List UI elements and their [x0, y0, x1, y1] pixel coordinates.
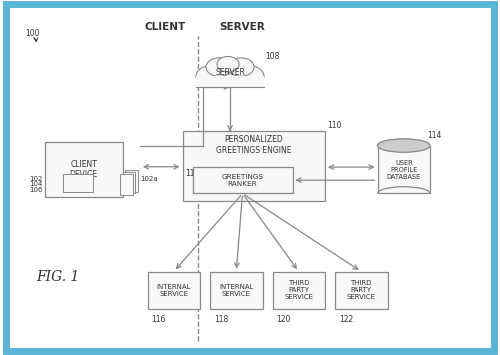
Text: THIRD
PARTY
SERVICE: THIRD PARTY SERVICE	[284, 280, 313, 300]
Text: 102a: 102a	[140, 176, 158, 182]
Text: 104: 104	[29, 181, 42, 187]
Text: 100: 100	[25, 29, 40, 38]
Ellipse shape	[378, 139, 430, 152]
FancyBboxPatch shape	[62, 174, 92, 192]
FancyBboxPatch shape	[45, 142, 122, 197]
Text: 106: 106	[29, 187, 42, 193]
Text: FIG. 1: FIG. 1	[36, 270, 79, 284]
Circle shape	[211, 60, 249, 87]
FancyBboxPatch shape	[6, 4, 494, 351]
Text: 120: 120	[276, 315, 291, 324]
FancyBboxPatch shape	[272, 272, 325, 309]
FancyBboxPatch shape	[148, 272, 200, 309]
FancyBboxPatch shape	[122, 172, 135, 193]
FancyBboxPatch shape	[182, 131, 325, 201]
Text: INTERNAL
SERVICE: INTERNAL SERVICE	[156, 284, 191, 297]
Text: USER
PROFILE
DATABASE: USER PROFILE DATABASE	[386, 159, 421, 180]
FancyBboxPatch shape	[378, 146, 430, 193]
Text: CLIENT
DEVICE: CLIENT DEVICE	[70, 160, 98, 179]
Text: INTERNAL
SERVICE: INTERNAL SERVICE	[219, 284, 254, 297]
FancyBboxPatch shape	[196, 76, 264, 87]
Circle shape	[206, 58, 232, 76]
Text: 108: 108	[265, 52, 280, 61]
Circle shape	[228, 58, 254, 76]
FancyBboxPatch shape	[125, 170, 138, 192]
Text: 114: 114	[428, 131, 442, 140]
Text: GREETINGS
RANKER: GREETINGS RANKER	[222, 174, 264, 187]
Text: 122: 122	[339, 315, 353, 324]
Text: PERSONALIZED
GREETINGS ENGINE: PERSONALIZED GREETINGS ENGINE	[216, 135, 292, 154]
Text: CLIENT: CLIENT	[144, 22, 186, 32]
Text: SERVER: SERVER	[220, 22, 266, 32]
Circle shape	[234, 66, 264, 87]
Circle shape	[217, 56, 239, 72]
FancyBboxPatch shape	[120, 174, 132, 195]
Text: THIRD
PARTY
SERVICE: THIRD PARTY SERVICE	[347, 280, 376, 300]
FancyBboxPatch shape	[335, 272, 388, 309]
Text: 112: 112	[185, 169, 199, 178]
Text: 102: 102	[29, 176, 42, 182]
Text: 116: 116	[152, 315, 166, 324]
Text: SERVER: SERVER	[215, 68, 245, 77]
Circle shape	[196, 66, 226, 87]
Text: 118: 118	[214, 315, 228, 324]
Text: 110: 110	[328, 121, 342, 130]
FancyBboxPatch shape	[192, 167, 292, 193]
FancyBboxPatch shape	[210, 272, 262, 309]
